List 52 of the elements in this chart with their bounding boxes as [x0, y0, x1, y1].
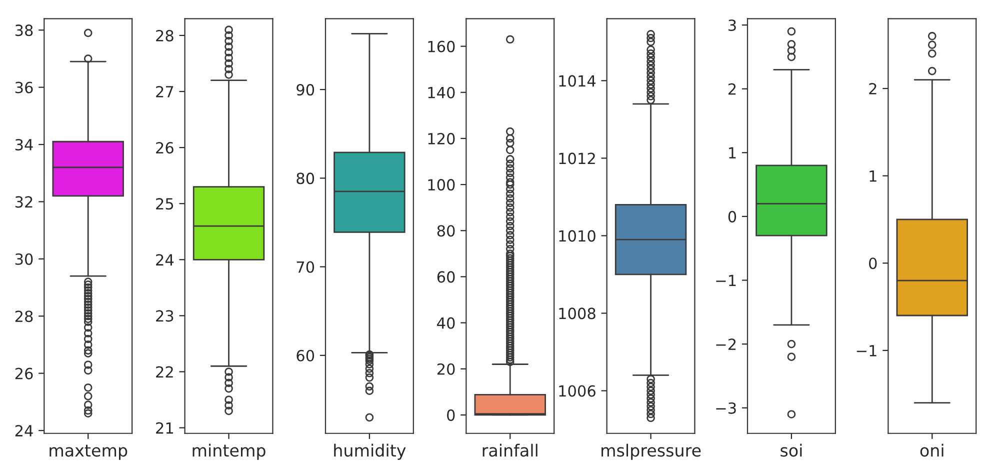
y-tick-label: 36 — [15, 82, 33, 94]
x-tick-label: soi — [780, 444, 802, 457]
y-tick-label: 27 — [156, 86, 174, 98]
y-tick-label: 30 — [15, 253, 33, 265]
y-tick-label: 0 — [869, 258, 877, 270]
y-tick-label: 38 — [15, 24, 33, 36]
y-tick-label: 0 — [447, 409, 455, 421]
y-tick-label: 2 — [728, 83, 736, 95]
y-tick-label: 32 — [15, 196, 32, 208]
y-tick-label: 28 — [156, 30, 174, 42]
y-tick-label: 3 — [728, 19, 736, 32]
y-tick-label: 60 — [437, 271, 455, 283]
x-tick-label: rainfall — [482, 444, 538, 457]
y-tick-label: 70 — [296, 261, 314, 273]
y-tick-label: 1012 — [559, 152, 595, 164]
y-tick-label: −2 — [716, 338, 736, 350]
y-tick-label: 24 — [156, 254, 174, 266]
y-tick-label: −3 — [716, 402, 736, 414]
y-tick-label: 34 — [15, 138, 33, 151]
y-tick-label: 22 — [156, 366, 173, 378]
y-tick-label: 2 — [869, 82, 876, 94]
x-tick-label: oni — [920, 444, 944, 457]
y-tick-label: 1006 — [559, 385, 596, 397]
y-tick-label: 80 — [437, 225, 455, 237]
x-tick-label: humidity — [334, 444, 406, 460]
y-tick-label: 1008 — [559, 308, 596, 320]
y-tick-label: 1 — [870, 170, 876, 182]
y-tick-label: 90 — [296, 84, 314, 96]
y-tick-label: 24 — [15, 424, 33, 436]
y-tick-label: 1014 — [559, 75, 596, 87]
y-tick-label: 21 — [156, 422, 173, 434]
x-tick-label: maxtemp — [50, 444, 128, 460]
y-tick-label: 26 — [156, 142, 174, 154]
y-tick-label: 1 — [729, 147, 736, 158]
y-tick-label: 26 — [15, 368, 33, 380]
y-tick-label: 0 — [728, 210, 736, 222]
y-tick-label: 120 — [428, 132, 455, 144]
y-tick-label: 20 — [437, 363, 455, 375]
y-tick-label: 80 — [296, 172, 314, 184]
y-tick-label: −1 — [716, 274, 736, 286]
y-tick-label: 23 — [156, 310, 174, 322]
y-tick-label: 160 — [428, 40, 455, 52]
x-tick-label: mintemp — [192, 444, 266, 460]
y-tick-label: −1 — [856, 345, 876, 356]
y-tick-label: 28 — [15, 310, 33, 322]
y-tick-label: 60 — [296, 350, 314, 362]
y-tick-label: 1010 — [559, 230, 596, 242]
y-tick-label: 100 — [428, 179, 455, 191]
x-tick-label: mslpressure — [602, 444, 701, 460]
y-tick-label: 140 — [428, 86, 455, 98]
y-tick-label: 40 — [437, 317, 455, 329]
y-tick-label: 25 — [156, 198, 174, 210]
